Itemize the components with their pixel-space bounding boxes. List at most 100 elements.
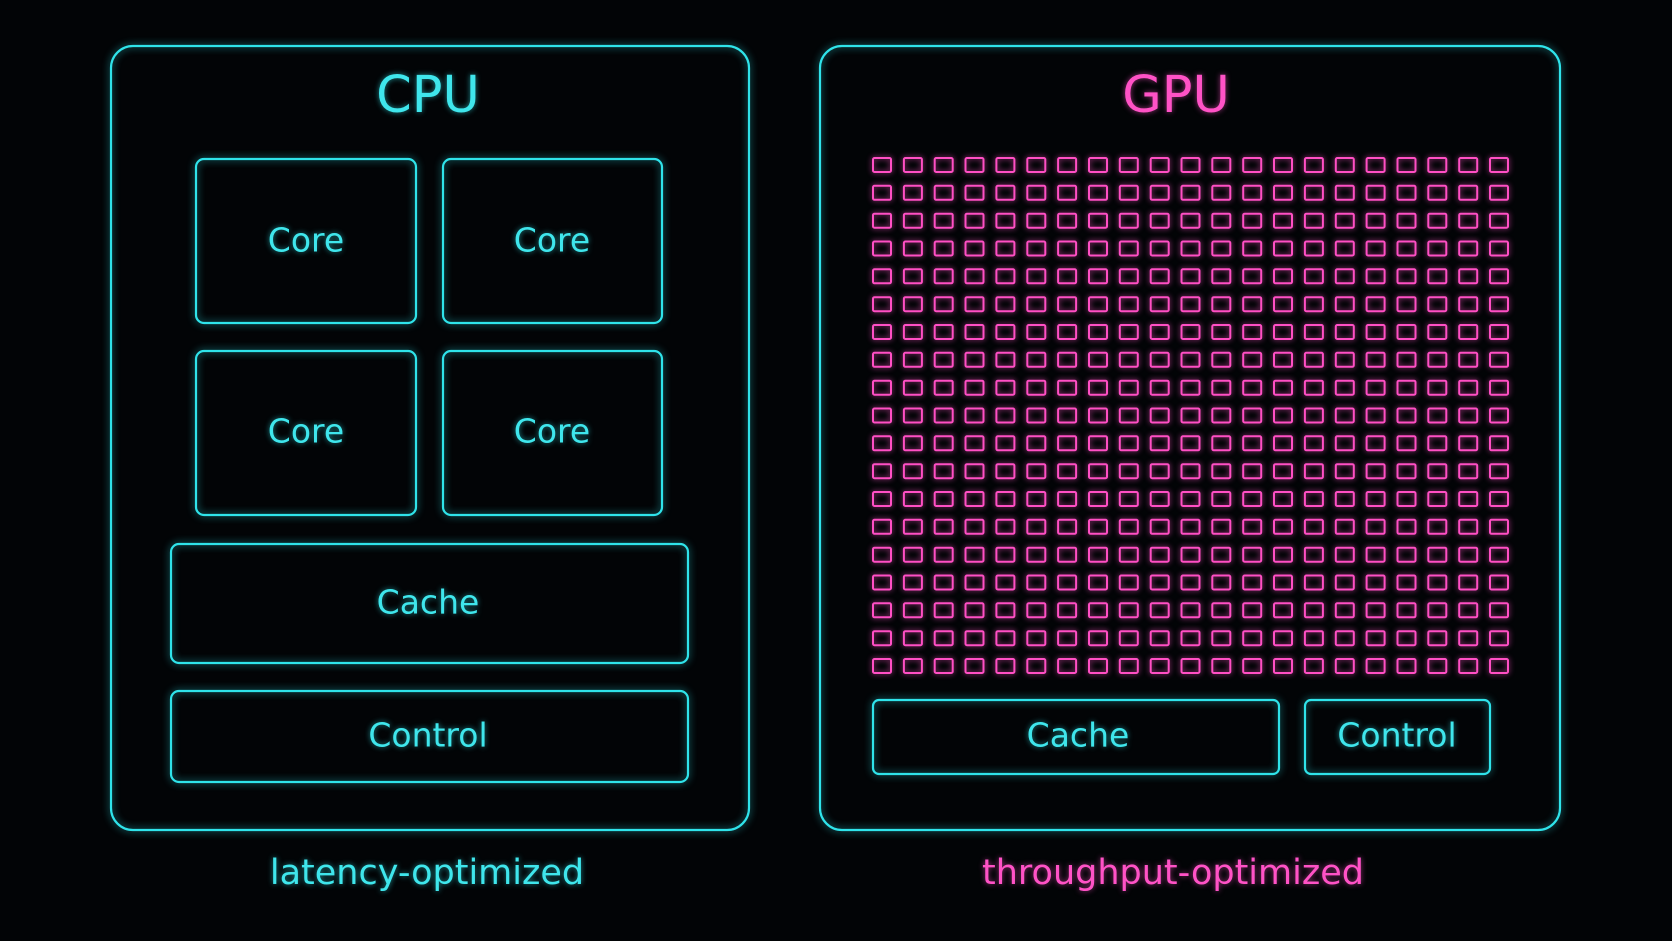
gpu-core [1458,379,1479,396]
gpu-core [1057,324,1078,340]
gpu-core [1118,602,1139,619]
gpu-core [1149,546,1170,563]
gpu-core [1057,602,1078,619]
gpu-core [1427,463,1448,480]
gpu-core [1273,463,1293,480]
gpu-core [1273,546,1293,563]
gpu-core [1273,574,1293,591]
gpu-caption: throughput-optimized [982,853,1364,893]
gpu-core [1303,407,1324,424]
gpu-core [1149,602,1170,619]
gpu-core [1242,574,1263,591]
gpu-core [1180,407,1201,424]
gpu-core [902,296,923,313]
gpu-core [1365,268,1386,285]
gpu-core [1303,518,1324,535]
gpu-core [1026,157,1047,173]
gpu-core [1489,407,1509,424]
gpu-core [1088,602,1108,619]
cpu-caption: latency-optimized [270,853,584,893]
gpu-core [1273,324,1293,340]
gpu-core [995,463,1016,480]
gpu-core [872,296,892,313]
gpu-core [1489,157,1509,173]
gpu-core [1242,435,1263,452]
gpu-core [902,379,923,396]
gpu-core [1026,296,1047,313]
gpu-core [1396,435,1417,452]
gpu-core [1427,518,1448,535]
core-label: Core [514,412,590,451]
gpu-core [902,212,923,229]
gpu-core [1427,574,1448,591]
gpu-core [1088,658,1108,674]
gpu-core [1242,212,1263,229]
gpu-core [1273,351,1293,368]
cache-label: Cache [377,583,480,622]
gpu-core [1180,212,1201,229]
gpu-core [1427,184,1448,201]
gpu-title: GPU [1122,66,1230,125]
gpu-core [933,518,954,535]
gpu-core [1057,268,1078,285]
gpu-core [1211,296,1232,313]
gpu-core [1180,658,1201,674]
gpu-core [1180,491,1201,507]
gpu-core [1458,574,1479,591]
gpu-core [902,602,923,619]
gpu-core [995,435,1016,452]
control-box [1303,698,1492,776]
gpu-core [872,379,892,396]
gpu-core [964,157,985,173]
gpu-core [1242,630,1263,647]
gpu-core [1149,491,1170,507]
gpu-core [995,212,1016,229]
gpu-core [933,602,954,619]
gpu-core [902,574,923,591]
gpu-core [1088,212,1108,229]
gpu-core [1458,546,1479,563]
gpu-core [964,630,985,647]
gpu-core [1427,157,1448,173]
gpu-core [1026,240,1047,257]
gpu-core [964,574,985,591]
gpu-core [1489,491,1509,507]
gpu-core [1458,296,1479,313]
gpu-core [1303,630,1324,647]
gpu-core [1365,574,1386,591]
cache-label: Cache [1027,716,1130,755]
gpu-core [1303,379,1324,396]
gpu-core [1396,602,1417,619]
gpu-core [1180,435,1201,452]
gpu-core [1211,463,1232,480]
gpu-core [1427,212,1448,229]
gpu-core [1334,546,1355,563]
gpu-core [1026,351,1047,368]
gpu-core [1180,463,1201,480]
gpu-core [1242,379,1263,396]
gpu-core [995,518,1016,535]
gpu-core [933,184,954,201]
gpu-core [995,630,1016,647]
gpu-core [1242,546,1263,563]
gpu-core [1365,379,1386,396]
gpu-core [1057,546,1078,563]
gpu-core [1211,546,1232,563]
gpu-core [1334,574,1355,591]
gpu-core [1427,546,1448,563]
gpu-core [1273,157,1293,173]
gpu-core [1365,324,1386,340]
gpu-core [1489,379,1509,396]
gpu-core [1088,630,1108,647]
gpu-core [872,212,892,229]
gpu-core [1334,407,1355,424]
gpu-core [933,324,954,340]
gpu-core [1396,379,1417,396]
gpu-core [1489,268,1509,285]
gpu-core [1180,184,1201,201]
gpu-core [1057,212,1078,229]
gpu-core [1118,324,1139,340]
gpu-core [1242,268,1263,285]
gpu-core [1242,463,1263,480]
gpu-core [1149,351,1170,368]
